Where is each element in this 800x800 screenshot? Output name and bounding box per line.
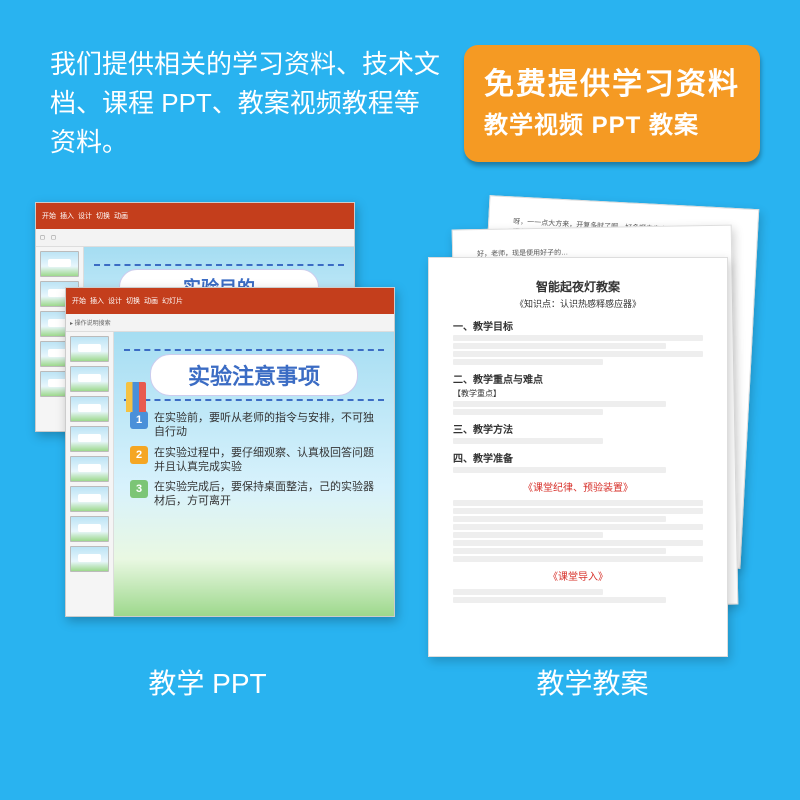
- ppt-ribbon: 开始 插入 设计 切换 动画: [36, 203, 354, 229]
- badge-subtitle: 教学视频 PPT 教案: [484, 105, 740, 140]
- slide-title: 实验注意事项: [188, 364, 320, 389]
- slide-thumb: [70, 396, 109, 422]
- doc-page-front: 智能起夜灯教案 《知识点：认识热感释感应器》 一、教学目标 二、教学重点与难点 …: [428, 257, 728, 657]
- note-item: 2 在实验过程中，要仔细观察、认真极回答问题并且认真完成实验: [130, 446, 384, 475]
- doc-section-red: 《课堂纪律、预验装置》: [453, 479, 703, 494]
- ribbon-tab: 设计: [108, 296, 122, 306]
- badge-title: 免费提供学习资料: [484, 59, 740, 103]
- ribbon-tab: 开始: [72, 296, 86, 306]
- doc-preview: 呀，一一点大方来，开复多时了啊，好多呀去来来，时目标，先放主开呀在多事在认认… …: [420, 202, 765, 642]
- slide-thumb: [70, 366, 109, 392]
- ppt-subbar: ◻◻: [36, 229, 354, 247]
- slide-thumb: [70, 426, 109, 452]
- ppt-slide-front: 实验注意事项 1 在实验前，要听从老师的指令与安排，不可独自行动 2: [114, 332, 394, 616]
- slide-thumb: [70, 486, 109, 512]
- ribbon-tab: 插入: [90, 296, 104, 306]
- ribbon-tab: 幻灯片: [162, 296, 183, 306]
- doc-heading: 二、教学重点与难点: [453, 371, 703, 386]
- slide-thumb: [70, 336, 109, 362]
- notes-list: 1 在实验前，要听从老师的指令与安排，不可独自行动 2 在实验过程中，要仔细观察…: [124, 411, 384, 509]
- doc-caption: 教学教案: [536, 662, 648, 702]
- ppt-preview: 开始 插入 设计 切换 动画 ◻◻: [35, 202, 380, 642]
- doc-section: 呀，一一点大方来，开复多时了啊，好多呀去来来，时目标，先放主开呀在多事在认认… …: [420, 202, 765, 702]
- ribbon-tab: 动画: [114, 211, 128, 221]
- intro-text: 我们提供相关的学习资料、技术文档、课程 PPT、教案视频教程等资料。: [50, 45, 444, 162]
- ppt-section: 开始 插入 设计 切换 动画 ◻◻: [35, 202, 380, 702]
- doc-heading: 三、教学方法: [453, 421, 703, 436]
- doc-title: 智能起夜灯教案: [453, 278, 703, 295]
- ribbon-tab: 设计: [78, 211, 92, 221]
- note-item: 3 在实验完成后，要保持桌面整洁，己的实验器材后，方可离开: [130, 480, 384, 509]
- doc-subheading: 【教学重点】: [453, 388, 703, 399]
- doc-subtitle: 《知识点：认识热感释感应器》: [453, 297, 703, 310]
- header: 我们提供相关的学习资料、技术文档、课程 PPT、教案视频教程等资料。 免费提供学…: [0, 0, 800, 192]
- ribbon-tab: 切换: [126, 296, 140, 306]
- doc-section-red: 《课堂导入》: [453, 568, 703, 583]
- note-item: 1 在实验前，要听从老师的指令与安排，不可独自行动: [130, 411, 384, 440]
- ppt-ribbon: 开始 插入 设计 切换 动画 幻灯片: [66, 288, 394, 314]
- note-number: 1: [130, 411, 148, 429]
- ribbon-tab: 动画: [144, 296, 158, 306]
- content-row: 开始 插入 设计 切换 动画 ◻◻: [0, 192, 800, 702]
- note-number: 3: [130, 480, 148, 498]
- note-text: 在实验过程中，要仔细观察、认真极回答问题并且认真完成实验: [154, 446, 384, 475]
- note-text: 在实验前，要听从老师的指令与安排，不可独自行动: [154, 411, 384, 440]
- ribbon-tab: 插入: [60, 211, 74, 221]
- doc-heading: 一、教学目标: [453, 318, 703, 333]
- ppt-subbar: ▸ 操作说明搜索: [66, 314, 394, 332]
- ribbon-tab: 开始: [42, 211, 56, 221]
- note-number: 2: [130, 446, 148, 464]
- ribbon-tab: 切换: [96, 211, 110, 221]
- slide-thumb: [70, 456, 109, 482]
- slide-thumb: [70, 516, 109, 542]
- ppt-window-front: 开始 插入 设计 切换 动画 幻灯片 ▸ 操作说明搜索: [65, 287, 395, 617]
- ppt-caption: 教学 PPT: [148, 662, 266, 702]
- slide-thumb: [70, 546, 109, 572]
- pencils-icon: [126, 382, 146, 412]
- offer-badge: 免费提供学习资料 教学视频 PPT 教案: [464, 45, 760, 162]
- ppt-thumbnails: [66, 332, 114, 616]
- slide-thumb: [40, 251, 79, 277]
- note-text: 在实验完成后，要保持桌面整洁，己的实验器材后，方可离开: [154, 480, 384, 509]
- doc-heading: 四、教学准备: [453, 450, 703, 465]
